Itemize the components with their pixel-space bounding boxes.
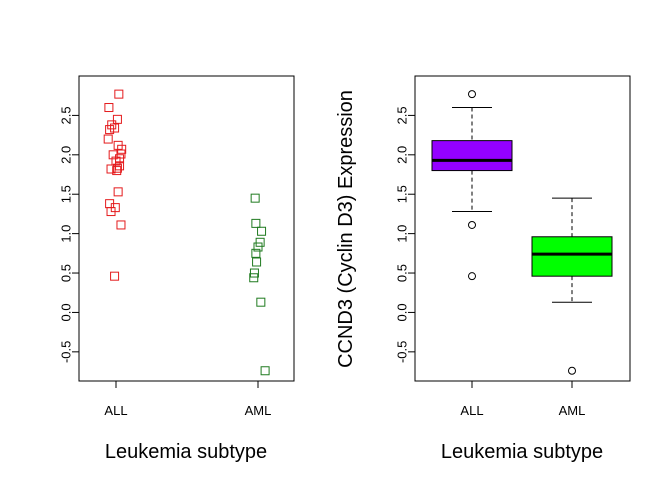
left-x-axis-title: Leukemia subtype	[105, 441, 267, 463]
x-tick-label: ALL	[460, 403, 483, 418]
data-point	[115, 161, 125, 171]
box	[531, 236, 613, 277]
right-boxplot-panel: -0.5 0.0 0.5 1.0 1.5 2.0 2.5 ALL AML Leukemia s…	[335, 75, 631, 463]
data-point	[249, 273, 259, 283]
data-point	[251, 218, 261, 228]
y-tick-label: 1.0	[59, 225, 74, 243]
left-y-axis: -0.5 0.0 0.5 1.0 1.5 2.0 2.5	[59, 106, 80, 363]
data-point	[105, 125, 115, 135]
y-tick-label: 1.5	[59, 185, 74, 203]
right-y-axis: -0.5 0.0 0.5 1.0 1.5 2.0 2.5	[395, 106, 416, 363]
y-tick-label: -0.5	[59, 341, 74, 363]
y-tick-label: 2.5	[59, 106, 74, 124]
data-point	[112, 114, 122, 124]
data-point	[106, 207, 116, 217]
y-tick-label: 0.5	[395, 264, 410, 282]
data-point	[252, 257, 262, 267]
left-points	[103, 89, 270, 376]
data-point	[250, 193, 260, 203]
data-point	[112, 166, 122, 176]
x-tick-label: AML	[559, 403, 586, 418]
y-tick-label: -0.5	[395, 341, 410, 363]
right-plot-frame	[414, 75, 631, 382]
y-tick-label: 1.5	[395, 185, 410, 203]
outlier-point	[468, 220, 476, 229]
data-point	[113, 187, 123, 197]
left-scatter-panel: -0.5 0.0 0.5 1.0 1.5 2.0 2.5 ALL AML Leukemia s…	[59, 75, 295, 463]
data-point	[249, 268, 259, 278]
y-tick-label: 2.0	[59, 146, 74, 164]
data-point	[257, 226, 267, 236]
data-point	[116, 149, 126, 159]
left-x-axis: ALL AML	[104, 380, 272, 418]
box	[431, 140, 513, 172]
y-tick-label: 0.5	[59, 264, 74, 282]
outlier-point	[568, 366, 576, 375]
right-boxes	[431, 90, 613, 375]
data-point	[260, 366, 270, 376]
data-point	[107, 120, 117, 130]
data-point	[110, 271, 120, 281]
left-plot-frame	[78, 75, 295, 382]
y-tick-label: 2.5	[395, 106, 410, 124]
data-point	[256, 297, 266, 307]
right-y-axis-title: CCND3 (Cyclin D3) Expression	[335, 90, 357, 368]
data-point	[106, 164, 116, 174]
right-x-axis-title: Leukemia subtype	[441, 441, 603, 463]
y-tick-label: 0.0	[59, 303, 74, 321]
data-point	[104, 103, 114, 113]
data-point	[112, 163, 122, 173]
data-point	[255, 237, 265, 247]
y-tick-label: 1.0	[395, 225, 410, 243]
right-x-axis: ALL AML	[460, 380, 586, 418]
data-point	[103, 134, 113, 144]
y-tick-label: 2.0	[395, 146, 410, 164]
data-point	[110, 123, 120, 133]
outlier-point	[468, 90, 476, 99]
data-point	[114, 89, 124, 99]
outlier-point	[468, 272, 476, 281]
data-point	[117, 144, 127, 154]
x-tick-label: AML	[245, 403, 272, 418]
x-tick-label: ALL	[104, 403, 127, 418]
data-point	[116, 220, 126, 230]
y-tick-label: 0.0	[395, 303, 410, 321]
data-point	[253, 242, 263, 252]
data-point	[251, 248, 261, 258]
